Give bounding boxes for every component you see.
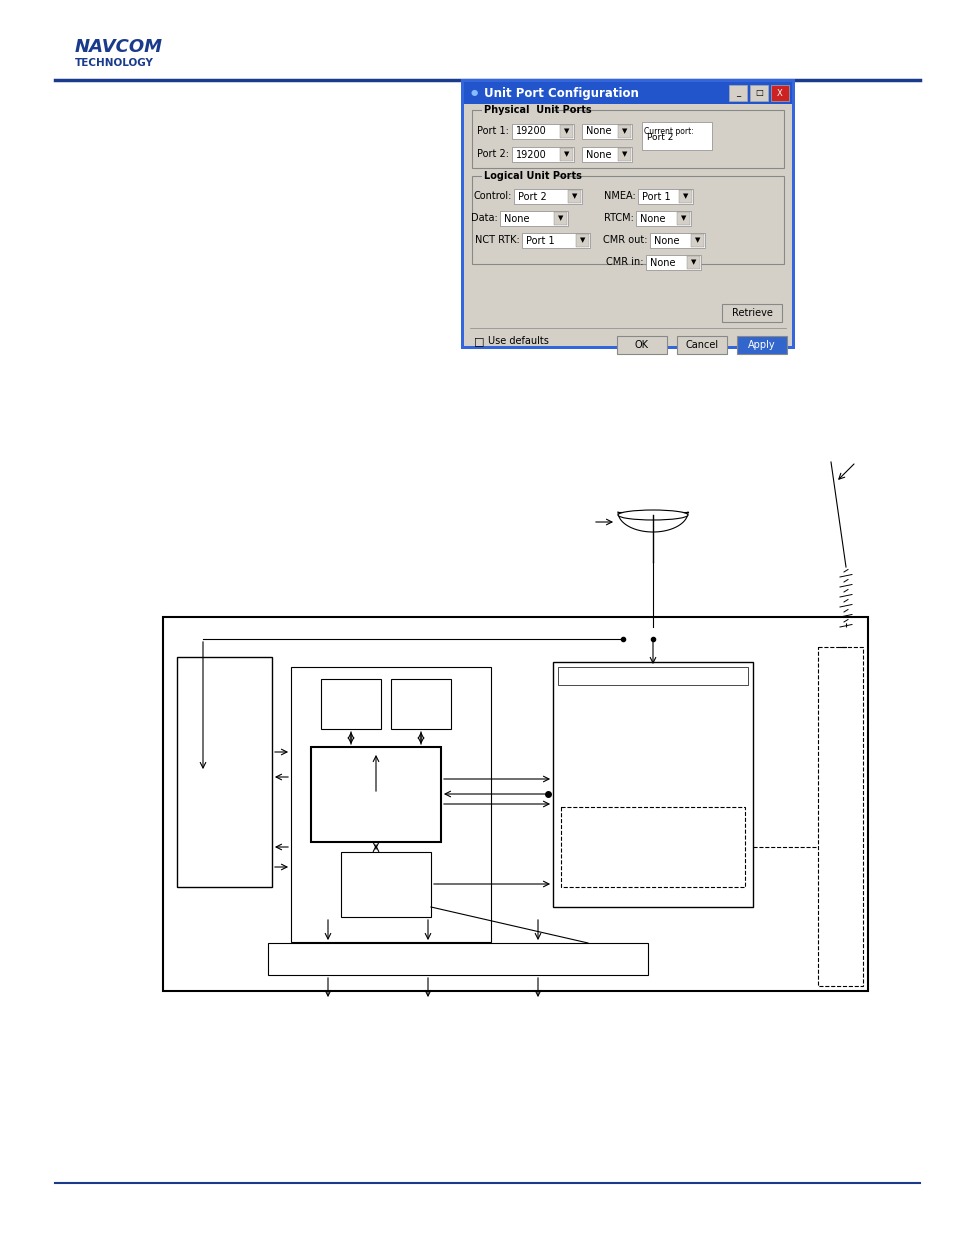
Text: Port 2:: Port 2: (476, 149, 509, 159)
Text: ▼: ▼ (691, 259, 696, 266)
Text: CMR out:: CMR out: (603, 235, 647, 245)
Text: Unit Port Configuration: Unit Port Configuration (483, 86, 639, 100)
Text: RTCM:: RTCM: (603, 212, 634, 224)
Bar (581, 147, 631, 162)
Bar (311, 747, 440, 842)
Text: Logical Unit Ports: Logical Unit Ports (483, 170, 581, 182)
Text: ▼: ▼ (695, 237, 700, 243)
Text: Port 2: Port 2 (646, 133, 673, 142)
Bar (340, 852, 431, 918)
Bar (617, 336, 666, 354)
Bar (463, 82, 791, 104)
Bar (649, 233, 704, 248)
Text: ▼: ▼ (621, 128, 627, 135)
Text: None: None (503, 214, 529, 224)
Bar (463, 104, 791, 346)
Bar (268, 944, 647, 974)
Text: Retrieve: Retrieve (731, 308, 772, 317)
Bar (391, 679, 451, 729)
Bar (618, 125, 630, 138)
Bar (770, 85, 788, 101)
Bar (737, 336, 786, 354)
Text: OK: OK (635, 340, 648, 350)
Text: Apply: Apply (747, 340, 775, 350)
Bar (679, 190, 691, 203)
Text: NMEA:: NMEA: (603, 191, 636, 201)
Text: ●: ● (471, 89, 477, 98)
Text: □: □ (474, 336, 484, 346)
Bar (291, 667, 491, 942)
Ellipse shape (618, 510, 687, 520)
Text: 19200: 19200 (516, 126, 546, 137)
Text: ▼: ▼ (564, 152, 569, 158)
Bar (472, 110, 783, 168)
Bar (559, 148, 573, 161)
Bar (560, 806, 744, 887)
Text: Port 1:: Port 1: (476, 126, 508, 136)
Bar (677, 212, 689, 225)
Text: ▼: ▼ (621, 152, 627, 158)
Text: ▼: ▼ (564, 128, 569, 135)
Bar (521, 233, 589, 248)
Bar (817, 647, 862, 986)
Bar (559, 125, 573, 138)
Bar (641, 122, 711, 149)
Bar (512, 147, 574, 162)
Bar (686, 256, 700, 269)
Bar (576, 233, 588, 247)
Text: Port 1: Port 1 (525, 236, 554, 246)
Bar (636, 211, 690, 226)
Text: 19200: 19200 (516, 149, 546, 159)
Text: None: None (649, 258, 675, 268)
Text: None: None (639, 214, 665, 224)
Bar (553, 662, 752, 906)
Bar (320, 679, 380, 729)
Text: Current port:: Current port: (643, 127, 693, 136)
Text: X: X (777, 89, 782, 98)
Bar (581, 124, 631, 140)
Text: ▼: ▼ (579, 237, 585, 243)
Text: Port 1: Port 1 (641, 191, 670, 201)
Text: _: _ (735, 89, 740, 98)
Bar (481, 170, 554, 182)
Text: ▼: ▼ (682, 194, 688, 200)
Text: ▼: ▼ (572, 194, 578, 200)
Bar (499, 211, 567, 226)
Text: □: □ (754, 89, 762, 98)
Bar (690, 233, 703, 247)
Bar (481, 105, 554, 115)
Text: ▼: ▼ (558, 215, 563, 221)
Text: Use defaults: Use defaults (488, 336, 548, 346)
Bar (728, 85, 746, 101)
Bar (638, 189, 692, 204)
Text: None: None (585, 126, 611, 137)
Bar (558, 667, 747, 685)
Text: Port 2: Port 2 (517, 191, 546, 201)
Text: Cancel: Cancel (684, 340, 718, 350)
Bar (677, 336, 726, 354)
Text: TECHNOLOGY: TECHNOLOGY (75, 58, 153, 68)
Bar (618, 148, 630, 161)
Text: CMR in:: CMR in: (606, 257, 643, 267)
Text: NAVCOM: NAVCOM (75, 38, 163, 56)
Bar (163, 618, 867, 990)
Text: ▼: ▼ (680, 215, 686, 221)
Bar (177, 657, 272, 887)
Bar (514, 189, 581, 204)
Bar (567, 190, 580, 203)
Bar (721, 304, 781, 322)
Text: Control:: Control: (473, 191, 512, 201)
Text: None: None (585, 149, 611, 159)
Bar (512, 124, 574, 140)
Bar (472, 177, 783, 264)
Bar (645, 254, 700, 270)
Bar (749, 85, 767, 101)
Text: Data:: Data: (471, 212, 497, 224)
Bar (554, 212, 566, 225)
Bar (460, 79, 794, 350)
Text: NCT RTK:: NCT RTK: (475, 235, 519, 245)
Text: None: None (654, 236, 679, 246)
Text: Physical  Unit Ports: Physical Unit Ports (483, 105, 591, 115)
